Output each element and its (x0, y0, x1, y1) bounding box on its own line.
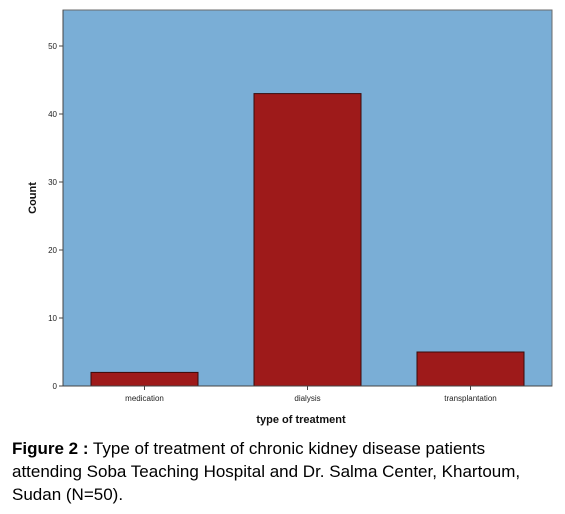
x-axis-title: type of treatment (256, 414, 346, 426)
x-tick-label-transplantation: transplantation (444, 394, 496, 403)
bar-medication (90, 371, 199, 387)
y-tick-label: 50 (48, 42, 57, 51)
y-tick-label: 0 (53, 382, 58, 391)
figure-caption: Figure 2 : Type of treatment of chronic … (12, 437, 557, 506)
caption-figure-number: Figure 2 : (12, 439, 89, 458)
caption-text: Type of treatment of chronic kidney dise… (12, 439, 521, 504)
x-tick-label-dialysis: dialysis (294, 394, 320, 403)
bar-transplantation (416, 351, 525, 387)
y-axis-title: Count (27, 182, 39, 214)
y-tick-label: 10 (48, 314, 57, 323)
bar-chart: 0 10 20 30 40 50 medication dialysis transplant… (27, 9, 553, 426)
y-tick-label: 30 (48, 178, 57, 187)
bar-dialysis (253, 93, 362, 387)
y-tick-label: 40 (48, 110, 57, 119)
x-tick-label-medication: medication (125, 394, 164, 403)
y-tick-label: 20 (48, 246, 57, 255)
